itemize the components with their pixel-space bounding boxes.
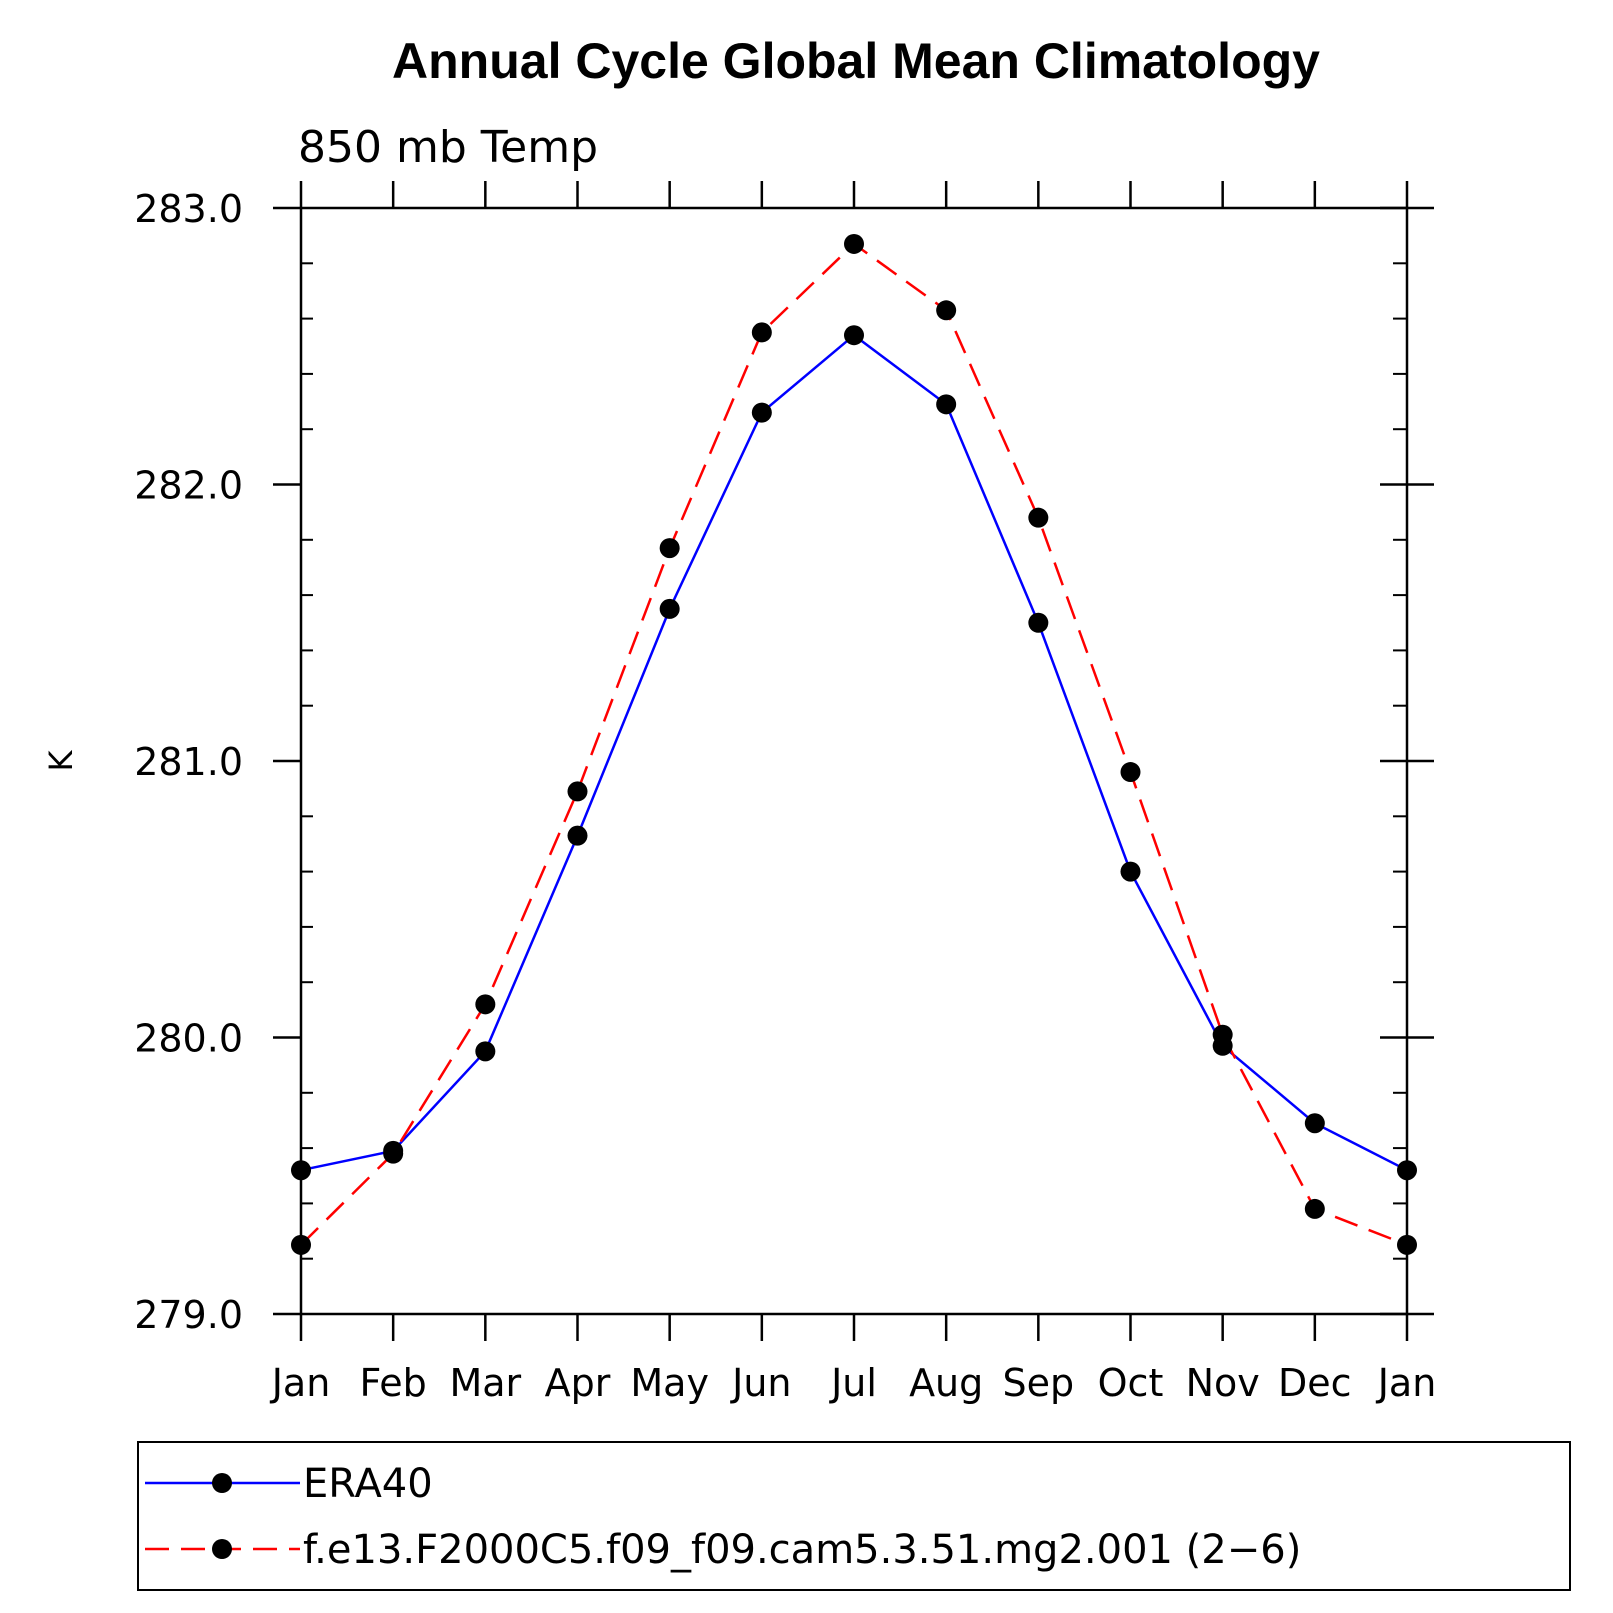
series-point-0 — [659, 598, 680, 619]
chart-subtitle: 850 mb Temp — [298, 122, 598, 173]
series-point-0 — [1397, 1160, 1417, 1181]
series-point-1 — [567, 781, 588, 802]
legend-box — [137, 1441, 1571, 1591]
x-tick-label: Aug — [909, 1361, 983, 1405]
x-tick-label: Feb — [360, 1361, 427, 1405]
y-axis-label: K — [42, 749, 80, 771]
series-point-1 — [936, 300, 957, 321]
series-line-1 — [300, 242, 1408, 1247]
series-point-1 — [751, 322, 772, 343]
x-tick-label: Oct — [1098, 1361, 1164, 1405]
x-tick-label: Sep — [1003, 1361, 1075, 1405]
y-tick-label: 281.0 — [134, 740, 243, 784]
x-tick-label: May — [630, 1361, 709, 1405]
series-point-0 — [1028, 612, 1049, 633]
y-tick-label: 279.0 — [134, 1293, 243, 1337]
series-point-1 — [475, 994, 496, 1015]
series-point-0 — [751, 402, 772, 423]
y-tick-label: 283.0 — [134, 187, 243, 231]
series-point-0 — [475, 1041, 496, 1062]
legend-label-0: ERA40 — [303, 1461, 433, 1507]
x-tick-label: Nov — [1186, 1361, 1260, 1405]
series-point-0 — [1304, 1113, 1325, 1134]
series-point-0 — [1120, 861, 1141, 882]
legend-marker-1 — [212, 1539, 232, 1559]
plot-frame — [299, 206, 1409, 1316]
series-point-1 — [1304, 1198, 1325, 1219]
series-point-1 — [1120, 762, 1141, 783]
x-tick-label: Jun — [730, 1361, 791, 1405]
series-point-1 — [844, 233, 864, 254]
x-tick-label: Dec — [1278, 1361, 1352, 1405]
series-point-0 — [844, 325, 864, 346]
series-line-0 — [300, 333, 1408, 1172]
chart-title: Annual Cycle Global Mean Climatology — [392, 33, 1320, 89]
series-point-0 — [291, 1160, 311, 1181]
x-tick-label: Apr — [545, 1361, 611, 1405]
series-point-1 — [383, 1143, 404, 1164]
legend-label-1: f.e13.F2000C5.f09_f09.cam5.3.51.mg2.001 … — [303, 1527, 1301, 1573]
series-point-1 — [1397, 1234, 1417, 1255]
x-tick-label: Jan — [1376, 1361, 1437, 1405]
y-tick-label: 280.0 — [134, 1017, 243, 1061]
series-point-0 — [936, 394, 957, 415]
x-tick-label: Jan — [270, 1361, 331, 1405]
series-point-0 — [567, 825, 588, 846]
series-point-1 — [659, 538, 680, 559]
y-tick-label: 282.0 — [134, 464, 243, 508]
series-point-1 — [291, 1234, 311, 1255]
x-tick-label: Mar — [449, 1361, 521, 1405]
series-point-1 — [1028, 507, 1049, 528]
x-tick-label: Jul — [829, 1361, 877, 1405]
legend-marker-0 — [212, 1473, 232, 1493]
series-point-1 — [1212, 1024, 1233, 1045]
